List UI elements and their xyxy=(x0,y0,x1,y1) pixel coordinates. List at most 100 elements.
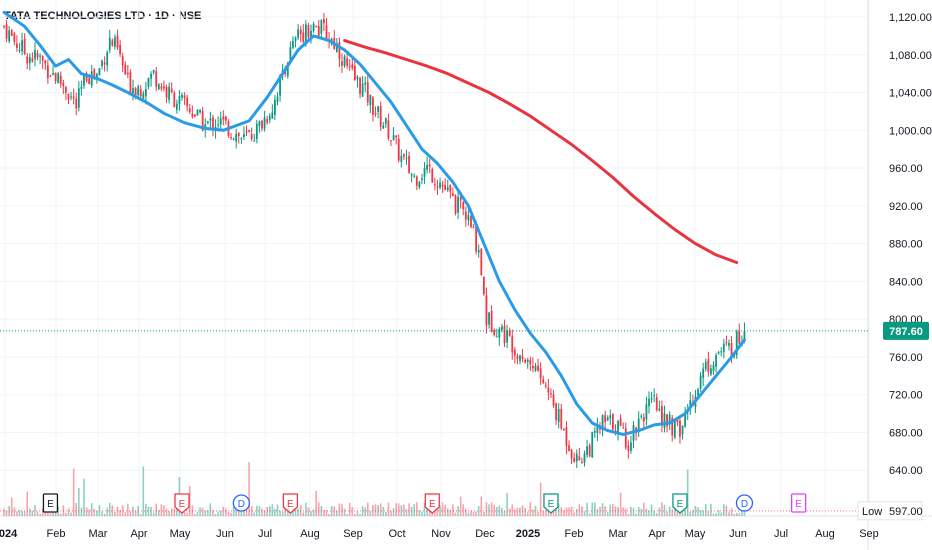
volume-bar xyxy=(168,511,170,516)
candle-body xyxy=(83,73,85,86)
candle xyxy=(150,71,152,87)
candle-body xyxy=(250,134,253,139)
volume-bar xyxy=(279,510,281,516)
volume-bar xyxy=(315,490,317,516)
candle xyxy=(338,37,341,68)
volume-bar xyxy=(601,503,604,516)
candle-body xyxy=(372,97,374,115)
candle-body xyxy=(482,276,485,295)
candle xyxy=(312,21,315,33)
candle xyxy=(493,328,496,337)
candle-body xyxy=(323,19,325,24)
candle xyxy=(431,167,434,183)
earnings-marker[interactable]: E xyxy=(672,493,688,514)
dividend-marker[interactable]: D xyxy=(735,494,754,512)
candle-body xyxy=(266,119,269,123)
candle xyxy=(132,79,134,101)
candle xyxy=(513,346,516,364)
candle-body xyxy=(312,23,315,31)
earnings-marker[interactable]: E xyxy=(174,493,190,514)
volume-bar xyxy=(462,504,465,516)
candle-body xyxy=(630,442,632,451)
candle-body xyxy=(142,93,145,99)
candle xyxy=(508,327,511,337)
candle xyxy=(704,358,707,372)
candle xyxy=(175,99,178,114)
candle-body xyxy=(552,394,555,406)
candle xyxy=(297,23,300,40)
candle-body xyxy=(457,196,459,213)
candle xyxy=(248,129,250,133)
event-label: E xyxy=(47,499,54,510)
candle xyxy=(292,36,294,50)
volume-bar xyxy=(663,504,666,516)
candle-body xyxy=(617,420,619,434)
candle xyxy=(720,347,723,357)
volume-bar xyxy=(410,506,413,516)
candle xyxy=(679,415,681,444)
earnings-marker[interactable]: E xyxy=(543,493,559,514)
candle-body xyxy=(421,178,423,180)
candle-body xyxy=(707,359,710,372)
volume-bar xyxy=(674,504,676,516)
candle-body xyxy=(294,37,297,41)
candle xyxy=(8,26,11,44)
volume-bar xyxy=(173,508,176,516)
volume-bar xyxy=(697,507,699,516)
earnings-icon xyxy=(424,493,440,514)
volume-bar xyxy=(302,512,305,516)
candle xyxy=(627,440,630,459)
earnings-marker[interactable]: E xyxy=(424,493,440,514)
candle xyxy=(10,28,13,37)
volume-bar xyxy=(681,510,684,516)
earnings-marker[interactable]: E xyxy=(790,493,807,513)
candle-body xyxy=(338,41,341,59)
volume-bar xyxy=(599,506,601,516)
volume-bar xyxy=(57,506,59,516)
candle xyxy=(400,149,403,168)
volume-bar xyxy=(176,507,178,516)
candle-body xyxy=(72,96,75,99)
time-tick-label: Sep xyxy=(859,528,879,540)
volume-bar xyxy=(529,502,532,516)
candle xyxy=(462,201,465,216)
volume-bar xyxy=(704,504,707,516)
volume-bar xyxy=(16,511,18,516)
candle-body xyxy=(134,88,137,96)
candle-body xyxy=(235,133,238,142)
dividend-marker[interactable]: D xyxy=(232,494,251,512)
candle-body xyxy=(735,331,738,356)
candle-body xyxy=(348,65,351,67)
candle xyxy=(673,418,676,440)
volume-bar xyxy=(730,508,733,516)
candle-body xyxy=(152,69,155,73)
price-tick-label: 680.00 xyxy=(889,427,923,439)
volume-bar xyxy=(59,513,62,516)
time-tick-label: Nov xyxy=(431,528,451,540)
volume-bar xyxy=(263,510,266,516)
candle-body xyxy=(44,60,47,64)
candle xyxy=(5,19,8,43)
candle xyxy=(18,43,21,53)
candle-body xyxy=(467,215,470,221)
volume-bar xyxy=(36,511,39,516)
candle-body xyxy=(658,408,661,411)
volume-bar xyxy=(346,513,348,516)
candle-body xyxy=(459,196,462,201)
candle-body xyxy=(565,427,568,446)
candle-body xyxy=(5,24,8,39)
candle xyxy=(578,447,581,461)
earnings-marker[interactable]: E xyxy=(282,493,299,514)
earnings-marker[interactable]: E xyxy=(42,493,59,513)
volume-bar xyxy=(699,510,702,516)
volume-bar xyxy=(127,503,129,516)
candle xyxy=(617,419,619,441)
volume-bar xyxy=(591,502,594,516)
candle-body xyxy=(237,133,240,136)
candle-body xyxy=(299,29,302,35)
candle-body xyxy=(168,86,171,100)
volume-bar xyxy=(467,512,470,516)
candle-body xyxy=(359,78,361,94)
candle-body xyxy=(544,385,547,387)
